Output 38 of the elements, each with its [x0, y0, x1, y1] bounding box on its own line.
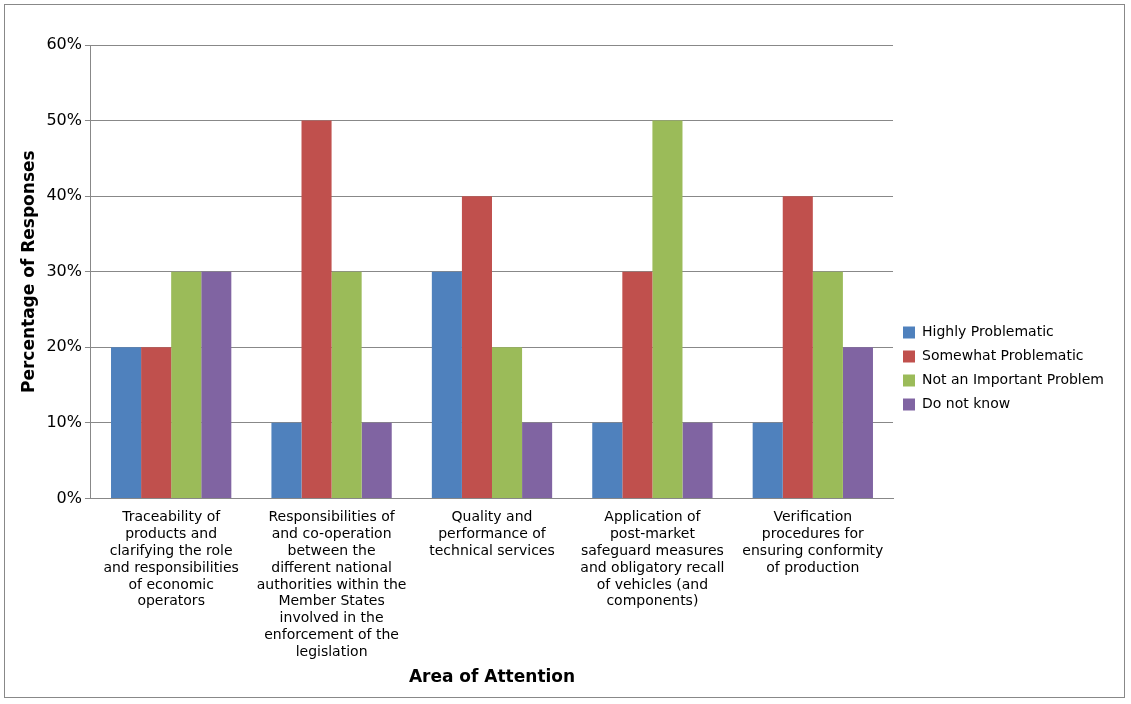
bar [622, 271, 653, 498]
bar [141, 347, 172, 498]
y-tick-label: 20% [46, 336, 82, 356]
bar [682, 422, 713, 498]
bar [431, 271, 462, 498]
bar [592, 422, 623, 498]
y-tick-label: 60% [46, 34, 82, 54]
y-tick-label: 30% [46, 260, 82, 280]
category-label: Responsibilities of and co-operation between the different national authorities within the Member States involved in the enforcement of the legislation [256, 508, 407, 659]
legend-label: Somewhat Problematic [922, 347, 1084, 364]
x-tick-label: Application of post-market safeguard measures and obligatory recall of vehicles (and components) [580, 508, 725, 609]
bar [842, 347, 873, 498]
bar [652, 120, 683, 498]
bar [812, 271, 843, 498]
bar [492, 347, 523, 498]
bar [752, 422, 783, 498]
bar [271, 422, 302, 498]
x-tick-label: Verification procedures for ensuring conformity of production [742, 508, 884, 575]
legend-label: Do not know [922, 395, 1011, 412]
x-axis-title: Area of Attention [408, 666, 576, 687]
bar [331, 271, 362, 498]
y-tick-label: 50% [46, 109, 82, 129]
bar [301, 120, 332, 498]
y-tick-label: 40% [46, 185, 82, 205]
y-tick-label: 10% [46, 411, 82, 431]
bar [201, 271, 232, 498]
bar [522, 422, 553, 498]
bar [782, 196, 813, 498]
y-axis-title: Percentage of Responses [17, 150, 38, 394]
bar [461, 196, 492, 498]
bar [361, 422, 392, 498]
x-tick-label: Traceability of products and clarifying the role and responsibilities of economic operators [103, 508, 239, 609]
x-tick-label: Quality and performance of technical services [429, 508, 555, 559]
legend-label: Highly Problematic [922, 323, 1054, 340]
bar [111, 347, 142, 498]
legend-label: Not an Important Problem [922, 371, 1105, 388]
y-tick-label: 0% [56, 487, 82, 507]
bar [171, 271, 202, 498]
